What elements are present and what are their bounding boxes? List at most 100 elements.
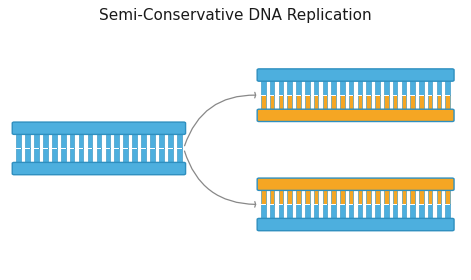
Bar [114, 148, 119, 164]
Bar [61, 148, 65, 149]
Bar [366, 204, 371, 205]
FancyBboxPatch shape [257, 69, 454, 81]
Bar [159, 148, 164, 149]
Bar [375, 95, 380, 110]
Bar [25, 148, 30, 149]
Bar [279, 204, 283, 220]
Bar [16, 148, 21, 164]
Bar [323, 204, 327, 205]
Bar [177, 133, 181, 148]
Bar [314, 189, 318, 204]
Bar [79, 133, 83, 148]
Bar [79, 148, 83, 164]
Bar [150, 133, 155, 148]
Bar [16, 133, 21, 148]
Bar [428, 204, 432, 205]
Bar [70, 133, 74, 148]
Bar [141, 133, 146, 148]
Bar [357, 95, 362, 96]
Bar [332, 80, 336, 95]
Bar [402, 204, 406, 220]
Bar [261, 80, 266, 95]
Bar [296, 204, 301, 220]
Bar [393, 204, 398, 220]
Bar [375, 204, 380, 205]
Bar [402, 95, 406, 110]
Bar [410, 204, 415, 220]
Bar [314, 95, 318, 96]
Bar [375, 204, 380, 220]
Bar [314, 95, 318, 110]
Bar [402, 189, 406, 204]
Bar [323, 189, 327, 204]
Bar [70, 148, 74, 164]
Bar [168, 133, 173, 148]
Bar [366, 95, 371, 96]
Bar [270, 95, 275, 110]
Bar [52, 148, 57, 164]
Bar [410, 204, 415, 205]
Bar [106, 148, 110, 149]
Bar [340, 189, 345, 204]
Bar [375, 80, 380, 95]
Bar [410, 189, 415, 204]
Bar [34, 148, 39, 149]
Bar [123, 148, 128, 164]
Bar [437, 204, 441, 205]
Bar [375, 95, 380, 96]
Bar [446, 80, 450, 95]
Bar [314, 204, 318, 220]
Bar [349, 95, 354, 110]
Bar [332, 189, 336, 204]
Bar [287, 95, 292, 96]
FancyBboxPatch shape [12, 122, 186, 134]
Bar [279, 95, 283, 110]
Bar [402, 80, 406, 95]
Bar [106, 133, 110, 148]
Bar [141, 148, 146, 164]
Bar [88, 148, 92, 149]
Bar [357, 189, 362, 204]
Bar [323, 204, 327, 220]
Bar [279, 95, 283, 96]
Bar [159, 148, 164, 164]
Bar [270, 204, 275, 220]
Bar [34, 148, 39, 164]
Bar [52, 133, 57, 148]
Bar [357, 204, 362, 220]
Bar [357, 95, 362, 110]
Bar [314, 204, 318, 205]
Bar [123, 148, 128, 149]
Bar [393, 189, 398, 204]
Bar [79, 148, 83, 149]
Bar [384, 204, 389, 220]
Bar [428, 95, 432, 96]
Bar [332, 204, 336, 205]
Bar [332, 95, 336, 110]
Bar [132, 133, 137, 148]
Bar [296, 95, 301, 96]
Bar [323, 95, 327, 96]
Bar [357, 204, 362, 205]
Bar [437, 204, 441, 220]
Bar [43, 148, 48, 164]
Bar [419, 189, 424, 204]
Bar [150, 148, 155, 164]
Bar [141, 148, 146, 149]
Bar [305, 95, 309, 110]
FancyBboxPatch shape [12, 162, 186, 175]
Bar [261, 95, 266, 96]
Text: Semi-Conservative DNA Replication: Semi-Conservative DNA Replication [99, 8, 372, 24]
Bar [261, 189, 266, 204]
Bar [25, 148, 30, 164]
Bar [446, 204, 450, 220]
Bar [305, 95, 309, 96]
Bar [332, 204, 336, 220]
Bar [123, 133, 128, 148]
Bar [132, 148, 137, 164]
Bar [410, 95, 415, 110]
Bar [287, 95, 292, 110]
Bar [419, 95, 424, 96]
Bar [366, 204, 371, 220]
Bar [261, 204, 266, 205]
